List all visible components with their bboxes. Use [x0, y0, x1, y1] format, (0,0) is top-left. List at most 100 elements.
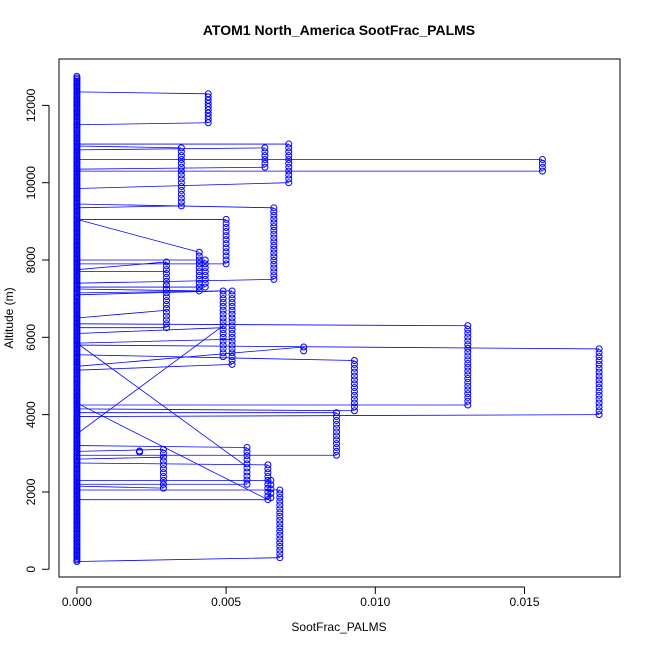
data-point [177, 186, 185, 194]
data-point [350, 384, 358, 392]
data-point [333, 428, 341, 436]
data-point [464, 326, 472, 334]
data-point [228, 314, 236, 322]
data-point [228, 345, 236, 353]
data-point [595, 372, 603, 380]
data-point [162, 300, 170, 308]
data-point [464, 371, 472, 379]
data-point [464, 397, 472, 405]
data-point [595, 391, 603, 399]
data-point [464, 382, 472, 390]
data-point [159, 465, 167, 473]
data-point [276, 524, 284, 532]
data-point [285, 152, 293, 160]
data-point [219, 306, 227, 314]
data-point [267, 476, 275, 484]
data-point [270, 275, 278, 283]
data-point [219, 318, 227, 326]
data-point [333, 424, 341, 432]
data-point [267, 481, 275, 489]
data-point [228, 360, 236, 368]
data-point [350, 372, 358, 380]
data-point [276, 509, 284, 517]
data-point [264, 461, 272, 469]
data-point [285, 140, 293, 148]
data-point [276, 542, 284, 550]
data-point [350, 387, 358, 395]
data-point [276, 554, 284, 562]
data-point [595, 395, 603, 403]
data-point [228, 329, 236, 337]
series-line-segment [76, 219, 200, 253]
data-layer [73, 72, 603, 566]
data-point [595, 357, 603, 365]
data-point [219, 295, 227, 303]
y-tick-label: 4000 [24, 401, 38, 428]
data-point [285, 163, 293, 171]
data-point [228, 287, 236, 295]
data-point [159, 484, 167, 492]
series-line-segment [76, 363, 233, 371]
data-point [538, 167, 546, 175]
data-point [201, 264, 209, 272]
series-line-segment [76, 354, 355, 361]
data-point [264, 465, 272, 473]
y-tick-label: 0 [24, 566, 38, 573]
series-line-segment [76, 346, 304, 367]
data-point [219, 345, 227, 353]
series-line-segment [76, 205, 182, 209]
series-line-segment [76, 147, 265, 151]
data-point [270, 268, 278, 276]
data-point [162, 281, 170, 289]
data-point [228, 337, 236, 345]
series-line-segment [76, 166, 265, 170]
series-line-segment [76, 557, 280, 562]
data-point [228, 349, 236, 357]
data-point [270, 249, 278, 257]
data-point [538, 156, 546, 164]
series-line-segment [76, 325, 224, 435]
data-point [228, 322, 236, 330]
data-point [243, 472, 251, 480]
data-point [159, 472, 167, 480]
data-point [264, 469, 272, 477]
data-point [595, 349, 603, 357]
data-point [222, 236, 230, 244]
data-point [219, 341, 227, 349]
data-point [219, 326, 227, 334]
series-line-segment [76, 462, 268, 466]
x-tick-label: 0.010 [360, 595, 390, 609]
data-point [538, 163, 546, 171]
data-point [195, 248, 203, 256]
data-point [177, 159, 185, 167]
data-point [162, 316, 170, 324]
y-tick-label: 6000 [24, 324, 38, 351]
data-point [261, 148, 269, 156]
data-point [177, 144, 185, 152]
data-point [267, 494, 275, 502]
data-point [464, 401, 472, 409]
data-point [204, 90, 212, 98]
data-point [159, 449, 167, 457]
data-point [276, 527, 284, 535]
data-point [270, 211, 278, 219]
data-point [177, 148, 185, 156]
data-point [177, 175, 185, 183]
data-point [219, 302, 227, 310]
data-point [595, 353, 603, 361]
data-point [464, 341, 472, 349]
data-point [285, 175, 293, 183]
data-point [201, 275, 209, 283]
data-point [285, 144, 293, 152]
data-point [270, 264, 278, 272]
data-point [595, 368, 603, 376]
data-point [276, 516, 284, 524]
data-point [595, 345, 603, 353]
data-point [595, 376, 603, 384]
data-point [228, 357, 236, 365]
data-point [243, 456, 251, 464]
data-point [333, 409, 341, 417]
data-point [219, 349, 227, 357]
y-axis: 0 2000 4000 6000 8000 10000 12000 [24, 88, 50, 573]
data-point [333, 432, 341, 440]
